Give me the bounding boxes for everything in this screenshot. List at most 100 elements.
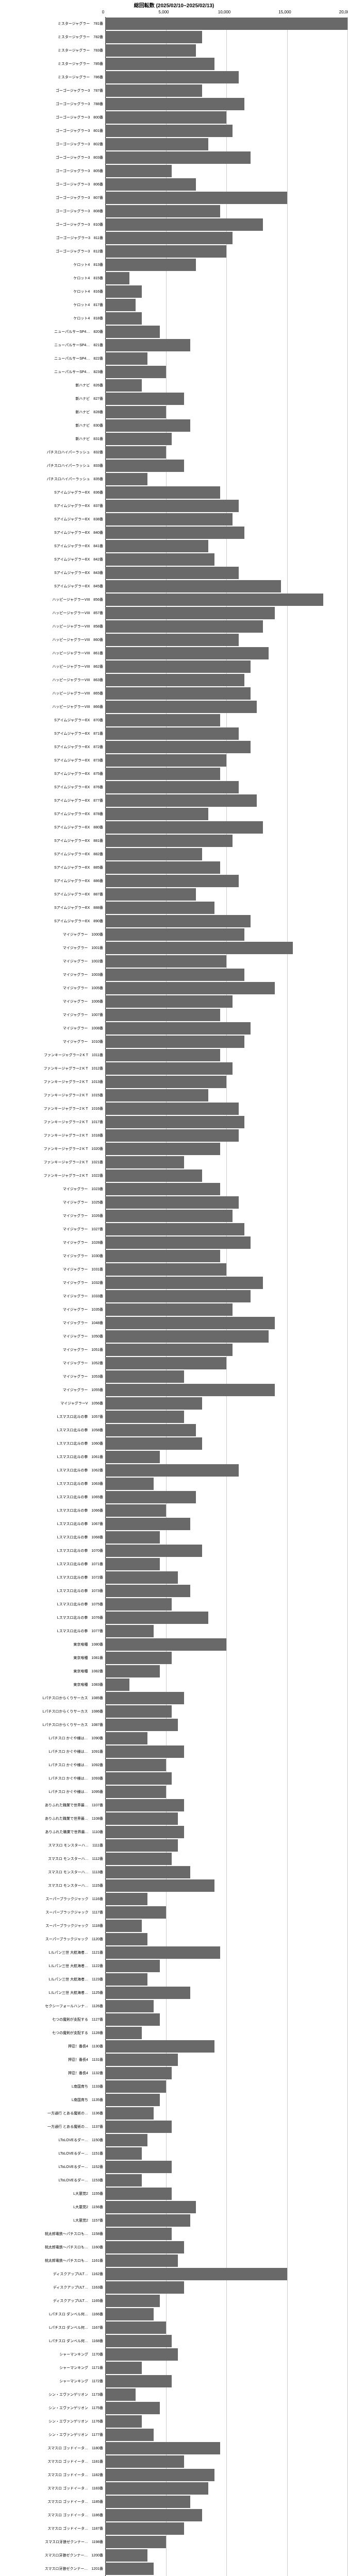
- bar: [105, 232, 233, 244]
- grid-line: [226, 1410, 227, 1423]
- bar-label: SアイムジャグラーEX 878番: [0, 811, 105, 817]
- bar: [105, 1853, 172, 1865]
- grid-line: [166, 2549, 167, 2562]
- grid-line: [166, 379, 167, 392]
- bar: [105, 2362, 142, 2374]
- grid-line: [226, 2535, 227, 2549]
- grid-line: [287, 1209, 288, 1223]
- bar-label: ファンキージャグラー2 K T 1016番: [0, 1106, 105, 1111]
- grid-line: [166, 352, 167, 365]
- bar-row: ありふれた職業で世界最… 1108番: [0, 1812, 348, 1825]
- bar: [105, 1719, 178, 1731]
- grid-line: [287, 1946, 288, 1959]
- bar-row: Lパチスロ かぐや様は… 1091番: [0, 1745, 348, 1758]
- grid-line: [226, 714, 227, 727]
- bar-track: [105, 1852, 347, 1866]
- bar-label: ニューパルサーSP4… 821番: [0, 343, 105, 348]
- grid-line: [287, 2254, 288, 2267]
- bar-label: 東京喰種 1081番: [0, 1655, 105, 1660]
- bar-row: Lパチスロ ダンベル何… 1168番: [0, 2334, 348, 2348]
- bar-track: [105, 1156, 347, 1169]
- grid-line: [226, 1477, 227, 1490]
- bar: [105, 1196, 239, 1209]
- grid-line: [287, 1223, 288, 1236]
- bar-row: ケロット4 815番: [0, 272, 348, 285]
- grid-line: [287, 2321, 288, 2334]
- bar-label: Lスマスロ北斗の拳 1061番: [0, 1454, 105, 1460]
- bar: [105, 1652, 172, 1664]
- bar-label: マイジャグラー 1055番: [0, 1387, 105, 1393]
- grid-line: [287, 338, 288, 352]
- grid-line: [226, 2522, 227, 2535]
- bar-track: [105, 419, 347, 432]
- bar-row: SアイムジャグラーEX 842番: [0, 553, 348, 566]
- grid-line: [287, 874, 288, 888]
- grid-line: [226, 1357, 227, 1370]
- bar-row: スマスロ牙狼ゼクンナー… 1202番: [0, 2575, 348, 2576]
- grid-line: [287, 1330, 288, 1343]
- bar-label: Lスマスロ北斗の拳 1071番: [0, 1562, 105, 1567]
- grid-line: [226, 2428, 227, 2442]
- bar: [105, 1692, 184, 1704]
- bar-track: [105, 1169, 347, 1182]
- grid-line: [226, 178, 227, 191]
- grid-line: [287, 2535, 288, 2549]
- bar: [105, 1223, 244, 1235]
- bar-label: ミスタージャグラー 783番: [0, 48, 105, 53]
- bar-label: 東京喰種 1080番: [0, 1642, 105, 1647]
- bar-label: スマスロ牙狼ゼクンナー… 1201番: [0, 2566, 105, 2571]
- bar-track: [105, 687, 347, 700]
- bar-row: マイジャグラー 1031番: [0, 1263, 348, 1276]
- bar-track: [105, 312, 347, 325]
- bar-row: Lスマスロ北斗の拳 1072番: [0, 1571, 348, 1584]
- grid-line: [166, 2093, 167, 2107]
- bar-track: [105, 995, 347, 1008]
- bar-row: Lスマスロ北斗の拳 1058番: [0, 1423, 348, 1437]
- bar-track: [105, 405, 347, 419]
- bar: [105, 1411, 184, 1423]
- grid-line: [287, 1799, 288, 1812]
- bar-row: スーパーブラックジャック 1118番: [0, 1919, 348, 1933]
- bar-label: Lスマスロ北斗の拳 1063番: [0, 1481, 105, 1486]
- grid-line: [287, 151, 288, 164]
- bar-track: [105, 459, 347, 472]
- bar-label: ケロット4 815番: [0, 276, 105, 281]
- bar-label: SアイムジャグラーEX 882番: [0, 852, 105, 857]
- bar: [105, 1705, 172, 1718]
- bar: [105, 1036, 244, 1048]
- bar: [105, 2134, 147, 2146]
- bar-track: [105, 1919, 347, 1933]
- bar-row: Lスマスロ北斗の拳 1071番: [0, 1557, 348, 1571]
- bar: [105, 1786, 166, 1798]
- bar-track: [105, 821, 347, 834]
- bar: [105, 1933, 147, 1945]
- grid-line: [287, 1959, 288, 1973]
- grid-line: [166, 2388, 167, 2401]
- chart-container: 総回転数 (2025/02/10~2025/02/13) 05,00010,00…: [0, 0, 348, 2576]
- bar-label: スーパーブラックジャック 1117番: [0, 1910, 105, 1915]
- grid-line: [226, 1959, 227, 1973]
- bar-row: ディスクアップULT… 1163番: [0, 2281, 348, 2294]
- bar-label: マイジャグラー 1033番: [0, 1294, 105, 1299]
- bar-row: 新ハナビ 830番: [0, 419, 348, 432]
- grid-line: [287, 379, 288, 392]
- grid-line: [287, 968, 288, 981]
- bar-label: シン・エヴァンゲリオン 1175番: [0, 2405, 105, 2411]
- grid-line: [287, 1892, 288, 1906]
- bar-row: マイジャグラー 1033番: [0, 1290, 348, 1303]
- grid-line: [287, 1477, 288, 1490]
- grid-line: [226, 205, 227, 218]
- bar: [105, 2482, 208, 2495]
- grid-line: [287, 888, 288, 901]
- bar-label: ディスクアップULT… 1165番: [0, 2298, 105, 2303]
- bar-label: Lスマスロ北斗の拳 1076番: [0, 1615, 105, 1620]
- bar: [105, 1089, 208, 1101]
- grid-line: [226, 2321, 227, 2334]
- grid-line: [287, 834, 288, 848]
- bar: [105, 1397, 202, 1410]
- bar: [105, 861, 220, 874]
- grid-line: [226, 2026, 227, 2040]
- bar-label: ありふれた職業で世界最… 1110番: [0, 1829, 105, 1835]
- bar-row: Lパチスロ かぐや様は… 1093番: [0, 1772, 348, 1785]
- grid-line: [287, 1718, 288, 1732]
